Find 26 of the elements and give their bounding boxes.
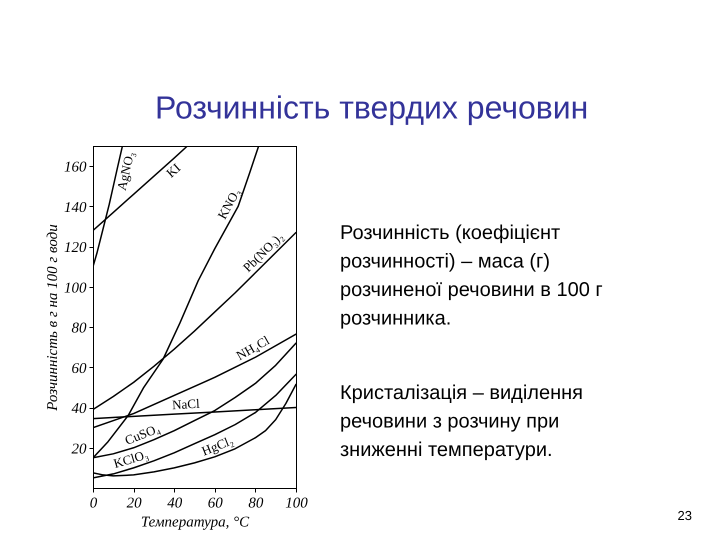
text: HgCl₂: [199, 432, 236, 459]
x-tick-label: 100: [285, 496, 308, 512]
text: CuSO₄: [122, 420, 162, 448]
text: 23: [678, 508, 692, 523]
text: KI: [163, 160, 184, 180]
series-label: NaCl: [172, 396, 200, 412]
text: Кристалізація – виділення речовини з розчину при зниженні температури.: [340, 382, 583, 461]
x-tick-label: 20: [126, 496, 142, 512]
text: Розчинність (коефіцієнт розчинності) – маса (г) розчиненої речовини в 100 г розчинника.: [340, 222, 603, 330]
y-tick-label: 100: [64, 280, 87, 296]
x-axis-title: Температура, °C: [140, 514, 250, 530]
y-tick-label: 20: [72, 441, 87, 458]
y-tick-label: 140: [64, 200, 87, 216]
text: KClO₃: [112, 446, 150, 472]
text: Розчинність твердих речовин: [155, 90, 588, 126]
y-tick-label: 160: [64, 160, 87, 176]
x-tick-label: 60: [208, 496, 224, 512]
text: AgNO₃: [114, 150, 138, 192]
y-tick-label: 60: [72, 360, 87, 377]
y-tick-label: 40: [72, 401, 87, 418]
y-tick-label: 120: [64, 240, 87, 256]
x-tick-label: 40: [167, 496, 183, 512]
x-tick-label: 80: [248, 496, 264, 512]
x-tick-label: 0: [90, 496, 98, 512]
y-axis-title: Розчинність в г на 100 г води: [45, 224, 61, 412]
y-tick-label: 80: [72, 320, 87, 337]
